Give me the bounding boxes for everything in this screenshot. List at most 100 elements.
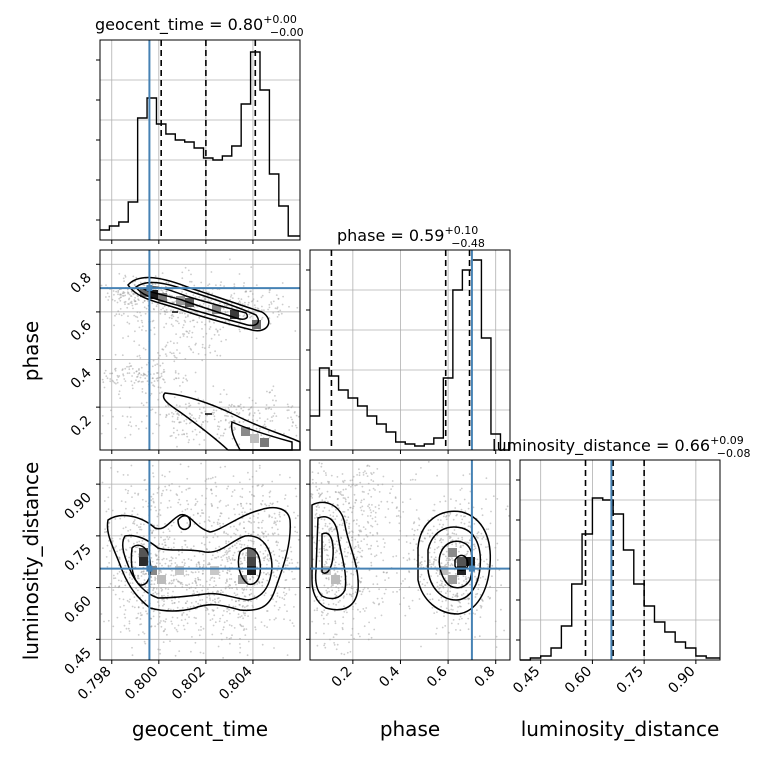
scatter-point [325, 497, 327, 500]
scatter-point [179, 336, 182, 339]
scatter-point [227, 585, 230, 588]
scatter-point [130, 380, 133, 383]
scatter-point [200, 281, 203, 284]
scatter-point [220, 556, 223, 559]
scatter-point [492, 495, 495, 498]
scatter-point [206, 291, 208, 293]
scatter-point [276, 595, 279, 597]
scatter-point [122, 373, 124, 376]
scatter-point [245, 552, 248, 554]
scatter-point [236, 503, 239, 506]
scatter-point [156, 524, 159, 527]
scatter-point [199, 579, 202, 581]
scatter-point [261, 316, 264, 319]
scatter-point [282, 550, 285, 552]
scatter-point [114, 368, 116, 371]
scatter-point [189, 416, 192, 418]
scatter-point [261, 294, 264, 297]
scatter-point [285, 592, 288, 595]
scatter-point [495, 589, 498, 592]
scatter-point [208, 594, 211, 597]
scatter-point [264, 530, 267, 533]
scatter-point [271, 526, 274, 529]
scatter-point [446, 512, 449, 515]
scatter-point [369, 515, 372, 517]
panel-background [100, 250, 300, 450]
scatter-point [459, 503, 462, 505]
scatter-point [124, 564, 127, 567]
scatter-point [173, 396, 176, 399]
contour-line [237, 547, 262, 586]
scatter-point [383, 571, 385, 574]
scatter-point [162, 378, 164, 380]
scatter-point [439, 538, 442, 541]
scatter-point [197, 353, 200, 355]
scatter-point [172, 315, 175, 318]
scatter-point [448, 631, 450, 634]
scatter-point [165, 405, 167, 408]
scatter-point [177, 372, 180, 375]
scatter-point [119, 538, 121, 540]
scatter-point [219, 328, 222, 331]
scatter-point [186, 546, 189, 548]
scatter-point [218, 574, 221, 577]
scatter-point [164, 544, 167, 547]
scatter-point [190, 273, 192, 276]
scatter-point [218, 334, 220, 336]
scatter-point [136, 524, 138, 527]
scatter-point [477, 588, 480, 591]
scatter-point [466, 550, 469, 553]
scatter-point [112, 540, 114, 542]
scatter-point [266, 390, 268, 393]
scatter-point [194, 390, 197, 393]
scatter-point [253, 595, 256, 598]
scatter-point [465, 554, 468, 556]
scatter-point [231, 416, 234, 418]
scatter-point [158, 549, 161, 552]
scatter-point [172, 579, 175, 582]
scatter-point [268, 516, 270, 518]
scatter-point [139, 376, 142, 379]
scatter-point [272, 399, 274, 402]
scatter-point [351, 479, 354, 482]
scatter-point [382, 475, 385, 478]
scatter-point [181, 607, 184, 609]
truth-marker [146, 285, 153, 292]
scatter-point [207, 563, 209, 566]
scatter-point [242, 507, 245, 510]
scatter-point [316, 644, 319, 647]
scatter-point [323, 545, 326, 548]
scatter-point [449, 564, 452, 567]
scatter-point [208, 346, 211, 349]
scatter-point [198, 634, 201, 637]
histogram-step-line [100, 51, 300, 237]
scatter-point [185, 407, 188, 410]
scatter-point [288, 589, 291, 591]
scatter-point [172, 325, 174, 327]
scatter-point [171, 483, 173, 485]
scatter-point [265, 426, 267, 428]
scatter-point [121, 354, 124, 357]
scatter-point [213, 418, 216, 421]
scatter-point [233, 292, 236, 295]
scatter-point [121, 415, 124, 417]
scatter-point [106, 292, 109, 295]
scatter-point [145, 363, 148, 366]
scatter-point [222, 570, 224, 572]
scatter-point [388, 521, 391, 524]
scatter-point [162, 630, 165, 633]
scatter-point [336, 485, 339, 487]
scatter-point [448, 572, 450, 574]
scatter-point [324, 522, 327, 525]
scatter-point [440, 562, 443, 565]
scatter-point [260, 296, 263, 299]
scatter-point [119, 308, 122, 310]
scatter-point [273, 574, 276, 577]
scatter-point [226, 487, 229, 490]
scatter-point [277, 585, 280, 588]
scatter-point [130, 425, 133, 428]
scatter-point [461, 518, 464, 521]
scatter-point [178, 650, 181, 652]
scatter-point [474, 613, 476, 615]
scatter-point [229, 584, 232, 587]
